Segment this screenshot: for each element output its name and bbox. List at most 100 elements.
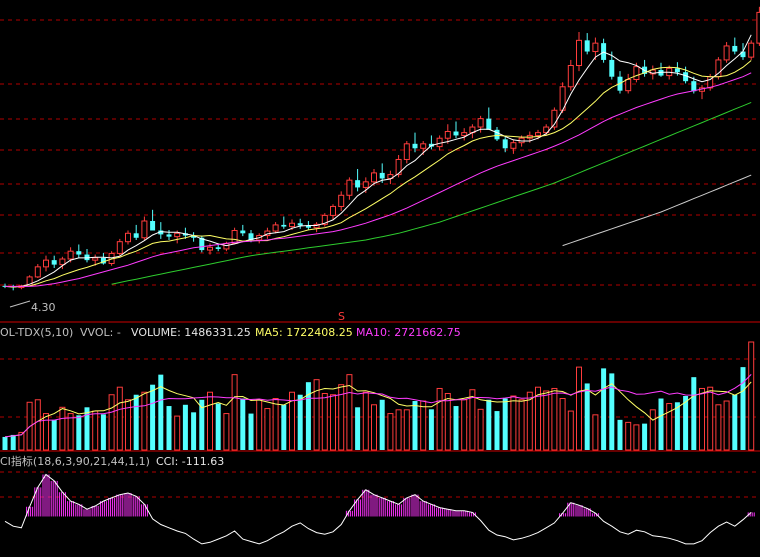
candle-body — [76, 251, 82, 255]
candle — [330, 204, 336, 220]
candle-body — [732, 45, 738, 52]
candle — [116, 238, 123, 256]
volume-bar — [609, 373, 615, 450]
candle — [191, 232, 197, 242]
candle — [658, 62, 664, 77]
candle — [683, 66, 689, 84]
volume-bar — [51, 419, 57, 450]
candle-body — [51, 260, 57, 265]
candle-body — [567, 65, 574, 88]
volume-bar — [133, 394, 139, 450]
volume-bar — [395, 409, 402, 451]
volume-bar — [625, 421, 632, 451]
candle — [642, 59, 648, 77]
candle-body — [141, 220, 148, 239]
candle-body — [477, 118, 484, 128]
volume-bar — [469, 389, 476, 451]
candle — [748, 40, 755, 60]
candle-body — [461, 132, 468, 136]
candle — [166, 229, 172, 241]
candle — [92, 254, 99, 266]
volume-bar — [461, 399, 468, 451]
volume-bar — [297, 394, 303, 450]
candle — [125, 230, 131, 245]
candle — [10, 284, 16, 291]
volume-bar — [617, 419, 623, 450]
volume-bar — [346, 374, 353, 451]
candle — [281, 216, 287, 229]
volume-bar — [256, 399, 263, 451]
volume-value-label: VOLUME: 1486331.25 — [131, 326, 251, 339]
candle-body — [444, 131, 451, 139]
candle — [59, 256, 66, 270]
volume-bar — [453, 406, 459, 450]
volume-bar — [584, 383, 590, 450]
volume-bar — [240, 398, 246, 450]
candle-body — [691, 81, 697, 92]
volume-bar — [633, 424, 640, 451]
volume-bar — [723, 400, 730, 451]
volume-bar — [199, 399, 205, 450]
volume-bar — [592, 414, 599, 451]
s-marker: S — [338, 310, 345, 323]
cci-indicator-name: CI指标(18,6,3,90,21,44,1,1) — [0, 454, 150, 468]
volume-bar — [2, 436, 8, 450]
candle — [469, 124, 476, 139]
volume-bar — [649, 409, 656, 451]
candle-body — [494, 129, 500, 140]
candle — [321, 213, 328, 227]
candle — [592, 37, 599, 60]
volume-bar — [642, 423, 648, 450]
volume-bar — [510, 395, 517, 451]
ma5-value-label: MA5: 1722408.25 — [255, 326, 353, 339]
candle — [510, 139, 517, 154]
candle-body — [338, 194, 345, 207]
volume-bar — [707, 386, 714, 451]
candle — [486, 107, 492, 130]
volume-bar — [231, 374, 238, 451]
candle — [461, 128, 468, 141]
volume-bar — [248, 413, 254, 450]
volume-bar — [699, 387, 705, 451]
candle — [346, 177, 353, 200]
candle-body — [740, 51, 746, 58]
candle-body — [43, 259, 49, 268]
candle-body — [625, 79, 632, 92]
candle — [699, 85, 705, 100]
low-price-label: 4.30 — [31, 301, 56, 314]
volume-bar — [526, 391, 533, 451]
volume-bar — [191, 412, 197, 450]
volume-bar — [428, 409, 434, 450]
candle — [756, 6, 760, 46]
ma-line — [4, 60, 752, 288]
volume-bar — [715, 404, 722, 451]
candle — [76, 244, 82, 258]
candle-body — [174, 232, 181, 238]
candle-body — [535, 132, 541, 136]
volume-bar — [732, 394, 738, 450]
volume-bar — [116, 386, 123, 451]
candle — [723, 42, 730, 63]
volume-bar — [518, 399, 525, 451]
volume-bar — [313, 379, 320, 451]
candle — [649, 65, 656, 80]
candle-body — [346, 179, 353, 196]
candle — [182, 227, 188, 239]
candle-body — [215, 247, 221, 249]
volume-bar — [281, 404, 287, 450]
candle-body — [191, 235, 197, 238]
volume-bar — [477, 408, 484, 451]
candle-body — [486, 118, 492, 130]
candle-body — [453, 131, 459, 136]
candle — [150, 209, 156, 231]
volume-panel — [2, 341, 755, 451]
candle-body — [748, 42, 755, 58]
candle — [559, 82, 566, 114]
volume-indicator-name: OL-TDX(5,10) — [0, 326, 73, 339]
price-panel — [2, 6, 760, 291]
candle-body — [305, 225, 311, 228]
candle-body — [182, 233, 188, 236]
candle — [502, 137, 508, 153]
moving-average-lines — [4, 34, 752, 288]
